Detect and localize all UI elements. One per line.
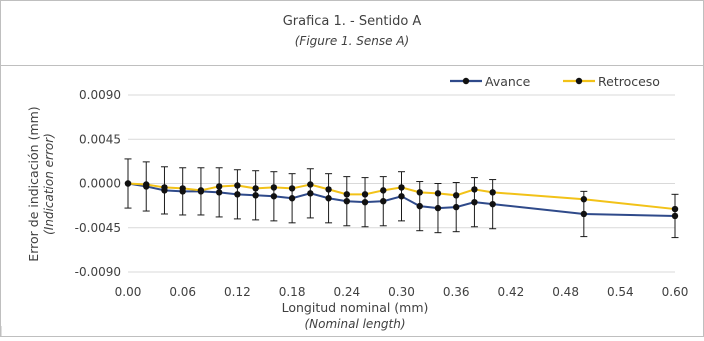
x-tick-label: 0.60 [662,285,689,299]
point-retroceso [307,181,314,188]
y-tick-label: 0.0000 [79,177,121,191]
point-retroceso [453,192,460,199]
x-tick-label: 0.12 [224,285,251,299]
y-tick-label: -0.0045 [75,221,121,235]
x-tick-labels: 0.00 0.06 0.12 0.18 0.24 0.30 0.36 0.42 0.48 0.54… [115,285,689,299]
point-avance [288,195,296,202]
point-avance [179,188,186,195]
y-tick-label: 0.0045 [79,132,121,146]
point-avance [161,187,168,194]
point-retroceso [325,186,332,193]
y-tick-labels: 0.0090 0.0045 0.0000 -0.0045 -0.0090 [75,88,121,279]
point-avance [471,198,478,206]
point-avance [671,212,679,220]
point-retroceso [270,184,278,191]
point-avance [361,198,369,206]
point-retroceso [361,191,369,198]
point-retroceso [671,205,679,213]
point-avance [124,180,132,187]
x-tick-label: 0.42 [498,285,525,299]
legend-label-avance: Avance [485,74,531,89]
y-axis-subtitle: (Indication error) [42,133,56,235]
point-retroceso [343,191,350,198]
x-axis-title: Longitud nominal (mm) [282,300,429,315]
x-tick-label: 0.18 [279,285,306,299]
point-avance [215,189,223,196]
point-retroceso [252,185,259,192]
point-retroceso [489,189,496,196]
x-tick-label: 0.48 [552,285,579,299]
x-tick-label: 0.00 [115,285,142,299]
y-axis-title: Error de indicación (mm) [26,106,41,261]
point-avance [197,188,205,195]
point-retroceso [215,183,223,190]
point-avance [307,190,314,197]
x-tick-label: 0.54 [607,285,634,299]
point-retroceso [416,189,423,196]
point-avance [416,202,423,210]
header-subtitle: (Figure 1. Sense A) [295,34,409,48]
x-tick-label: 0.36 [443,285,470,299]
legend-label-retroceso: Retroceso [598,74,660,89]
point-retroceso [398,184,405,191]
point-retroceso [380,187,387,194]
point-avance [580,210,588,218]
point-avance [398,193,405,200]
point-retroceso [580,196,588,203]
point-avance [325,195,332,202]
chart-legend: Avance Retroceso [450,74,660,89]
y-tick-label: -0.0090 [75,265,121,279]
x-tick-label: 0.30 [388,285,415,299]
x-axis-subtitle: (Nominal length) [304,317,405,331]
point-avance [270,193,278,200]
header-title: Grafica 1. - Sentido A [283,14,422,29]
x-tick-label: 0.24 [333,285,360,299]
point-retroceso [234,182,241,189]
point-avance [434,204,442,212]
legend-marker-avance [462,77,470,85]
series-markers [124,180,679,220]
point-avance [252,192,259,199]
point-retroceso [471,186,478,193]
point-avance [234,191,241,198]
point-retroceso [434,190,442,197]
y-tick-label: 0.0090 [79,88,121,102]
point-avance [143,183,150,190]
point-retroceso [288,185,296,192]
point-avance [343,198,350,205]
legend-marker-retroceso [575,77,583,85]
point-avance [489,200,496,208]
x-tick-label: 0.06 [169,285,196,299]
point-avance [453,203,460,211]
point-avance [380,198,387,205]
